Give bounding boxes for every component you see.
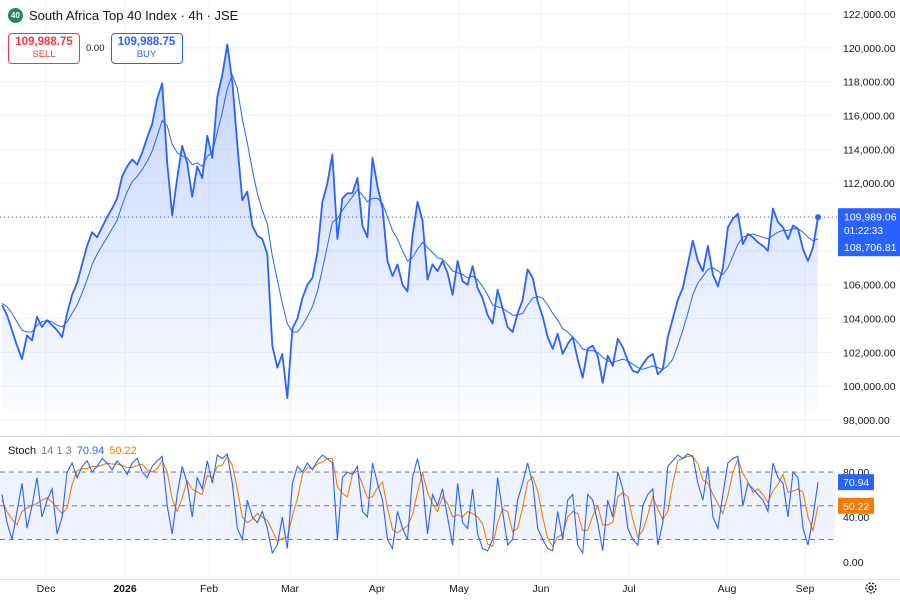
- ma-price-tag: [838, 238, 900, 257]
- stoch-d-tag: [838, 497, 874, 514]
- price-line: [1, 43, 819, 399]
- sell-button[interactable]: 109,988.75 SELL: [8, 33, 80, 64]
- price-tick-label: 116,000.00: [843, 111, 895, 123]
- stoch-k-tag-label: 70.94: [843, 477, 869, 489]
- stoch-tick-label: 0.00: [843, 557, 864, 569]
- time-tick-label: Mar: [281, 583, 300, 595]
- symbol-title[interactable]: South Africa Top 40 Index · 4h · JSE: [29, 8, 239, 23]
- buy-label: BUY: [136, 49, 157, 60]
- price-tick-label: 118,000.00: [843, 77, 895, 89]
- stoch-params: 14 1 3: [41, 445, 72, 457]
- buy-button[interactable]: 109,988.75 BUY: [110, 33, 183, 64]
- price-tick-label: 106,000.00: [843, 280, 896, 292]
- sell-label: SELL: [32, 49, 56, 60]
- stoch-plot[interactable]: [1, 452, 819, 555]
- last-price-label: 109,989.06: [844, 212, 897, 224]
- price-tick-label: 120,000.00: [843, 43, 896, 55]
- price-labels: 109,989.06 01:22:33 108,706.81 70.94 50.22: [838, 208, 900, 514]
- spread-value: 0.00: [86, 43, 105, 54]
- price-tick-label: 98,000.00: [843, 415, 890, 427]
- sell-price: 109,988.75: [15, 36, 73, 48]
- price-tick-label: 100,000.00: [843, 381, 896, 393]
- trade-panel: 109,988.75 SELL 0.00 109,988.75 BUY: [8, 33, 183, 64]
- time-tick-label: Jun: [533, 583, 550, 595]
- chart-header[interactable]: 40 South Africa Top 40 Index · 4h · JSE: [8, 8, 238, 23]
- stoch-k-line: [1, 452, 819, 555]
- last-price-dot: [815, 214, 821, 221]
- countdown-label: 01:22:33: [844, 226, 883, 237]
- stoch-d-line: [1, 455, 819, 548]
- stoch-header[interactable]: Stoch 14 1 3 70.94 50.22: [8, 445, 137, 457]
- time-tick-label: 2026: [113, 583, 137, 595]
- buy-price: 109,988.75: [117, 36, 176, 48]
- price-tick-label: 104,000.00: [843, 314, 896, 326]
- price-tick-label: 102,000.00: [843, 347, 896, 359]
- price-tick-label: 114,000.00: [843, 144, 895, 156]
- stoch-name: Stoch: [8, 445, 37, 457]
- price-plot[interactable]: [0, 43, 838, 411]
- time-tick-label: Sep: [796, 583, 815, 595]
- stoch-k-tag: [838, 474, 874, 491]
- time-tick-label: May: [449, 583, 470, 595]
- stoch-tick-label: 40.00: [843, 512, 869, 524]
- price-area: [2, 44, 818, 410]
- time-tick-label: Aug: [718, 583, 737, 595]
- gear-icon[interactable]: [864, 581, 878, 595]
- symbol-logo: 40: [8, 8, 23, 23]
- price-tick-label: 122,000.00: [843, 9, 896, 21]
- stoch-d-value: 50.22: [109, 445, 137, 457]
- ma-price-label: 108,706.81: [844, 242, 897, 254]
- time-tick-label: Dec: [37, 583, 56, 595]
- stoch-d-tag-label: 50.22: [843, 501, 869, 513]
- stoch-k-value: 70.94: [76, 445, 105, 457]
- price-tick-label: 112,000.00: [843, 178, 895, 190]
- time-tick-label: Jul: [622, 583, 635, 595]
- time-tick-label: Feb: [200, 583, 218, 595]
- time-axis[interactable]: Dec 2026 Feb Mar Apr May Jun Jul Aug Sep: [37, 583, 815, 595]
- time-tick-label: Apr: [369, 583, 386, 595]
